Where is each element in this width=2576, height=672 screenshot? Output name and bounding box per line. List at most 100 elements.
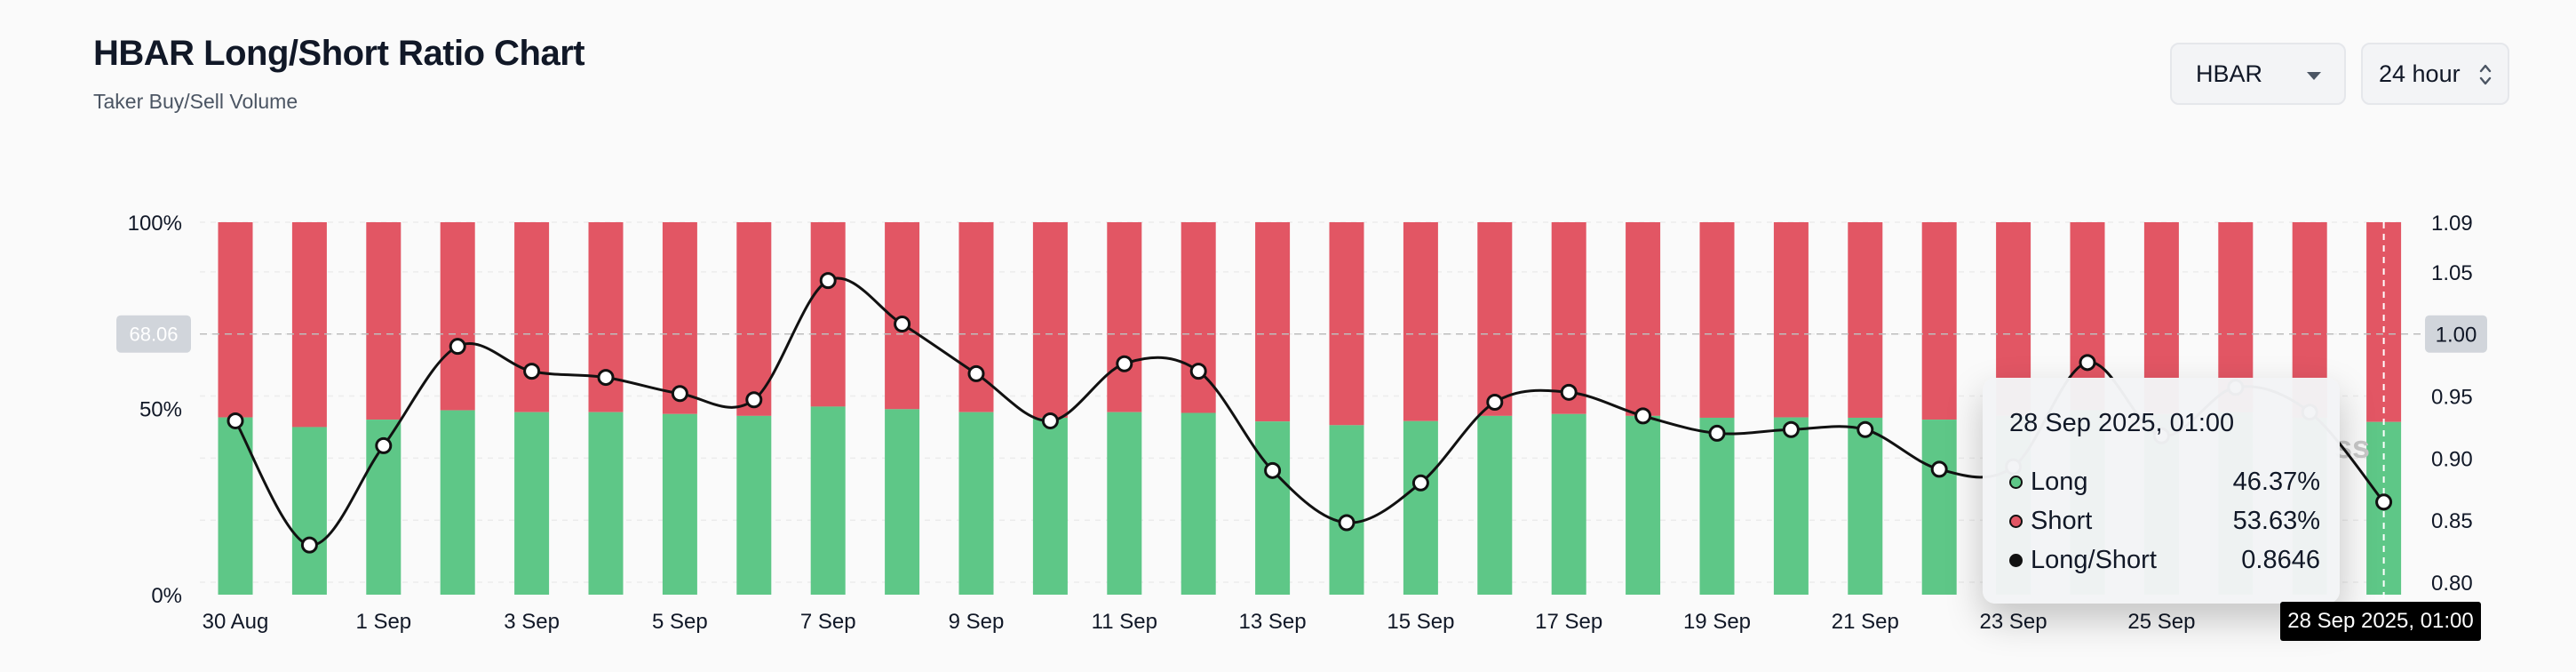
bar-short (1107, 222, 1142, 412)
x-tick-label: 5 Sep (652, 610, 708, 634)
bar-short (1329, 222, 1364, 426)
bar-short (1921, 222, 1957, 420)
bar-long (1773, 417, 1809, 595)
chart-tooltip: 28 Sep 2025, 01:00 Long 46.37% Short 53.… (1983, 378, 2340, 604)
x-tick-label: 3 Sep (504, 610, 560, 634)
bar-short (440, 222, 475, 411)
x-tick-label: 19 Sep (1683, 610, 1751, 634)
ratio-point (2375, 493, 2393, 511)
up-down-chevron-icon (2479, 62, 2492, 87)
page-subtitle: Taker Buy/Sell Volume (93, 90, 298, 113)
bar-long (1626, 415, 1661, 595)
bar-long (1403, 420, 1438, 595)
x-tick-label: 15 Sep (1387, 610, 1454, 634)
crosshair-right-label: 1.00 (2436, 324, 2477, 348)
tooltip-row-long: Long 46.37% (2009, 467, 2320, 497)
crosshair-right-badge (2425, 315, 2487, 353)
y-right-tick-label: 0.80 (2431, 572, 2473, 596)
range-select[interactable]: 24 hour (2361, 43, 2509, 105)
ratio-point (300, 536, 318, 554)
ratio-point (1782, 420, 1800, 438)
bar-short (662, 222, 697, 414)
ratio-point (1930, 460, 1948, 478)
bar-long (1181, 412, 1216, 595)
tooltip-value-ratio: 0.8646 (2241, 545, 2320, 574)
ratio-point (1041, 412, 1059, 429)
y-right-tick-label: 1.05 (2431, 261, 2473, 285)
tooltip-row-short: Short 53.63% (2009, 506, 2320, 536)
tooltip-label-long: Long (2031, 467, 2088, 496)
ratio-point (819, 272, 837, 290)
ratio-point (523, 363, 541, 380)
y-left-tick-label: 100% (128, 212, 182, 236)
bar-long (1032, 417, 1068, 595)
tooltip-row-ratio: Long/Short 0.8646 (2009, 545, 2320, 575)
ratio-point (1264, 461, 1282, 479)
y-right-tick-label: 0.90 (2431, 447, 2473, 471)
bar-short (736, 222, 772, 416)
bar-long (736, 415, 772, 595)
x-tick-label: 1 Sep (355, 610, 411, 634)
bar-long (1329, 425, 1364, 595)
y-right-tick-label: 1.09 (2431, 212, 2473, 236)
crosshair-left-badge (116, 315, 191, 353)
tooltip-label-ratio: Long/Short (2031, 545, 2157, 574)
bar-long (662, 413, 697, 595)
tooltip-value-short: 53.63% (2232, 506, 2320, 535)
range-select-value: 24 hour (2379, 60, 2461, 87)
bar-long (291, 427, 327, 595)
y-left-tick-label: 0% (151, 584, 182, 608)
x-tick-label: 11 Sep (1092, 610, 1157, 634)
bar-long (885, 409, 920, 595)
bar-long (440, 410, 475, 595)
bar-long (958, 412, 994, 595)
ratio-point (1856, 420, 1874, 438)
bar-long (1848, 417, 1883, 595)
coin-select[interactable]: HBAR (2170, 43, 2346, 105)
bar-long (1551, 413, 1586, 595)
y-left-tick-label: 50% (139, 398, 182, 422)
bar-short (366, 222, 402, 420)
chevron-down-icon (2307, 72, 2321, 80)
bar-short (1848, 222, 1883, 418)
ratio-point (597, 369, 615, 387)
ratio-point (745, 391, 763, 409)
x-tick-label: 17 Sep (1535, 610, 1602, 634)
ratio-point (894, 316, 911, 333)
bar-short (1626, 222, 1661, 416)
ratio-point (1338, 514, 1356, 532)
coin-select-value: HBAR (2196, 60, 2263, 87)
bar-long (1921, 420, 1957, 595)
ratio-point (1708, 424, 1726, 442)
x-crosshair-label: 28 Sep 2025, 01:00 (2280, 602, 2481, 641)
x-tick-label: 23 Sep (1980, 610, 2047, 634)
ratio-point (1486, 394, 1504, 412)
bar-long (810, 406, 846, 595)
tooltip-label-short: Short (2031, 506, 2093, 535)
ratio-point (671, 385, 688, 403)
bar-short (1477, 222, 1513, 416)
bar-long (1107, 412, 1142, 595)
bar-short (1551, 222, 1586, 414)
ratio-point (1560, 383, 1578, 401)
bar-short (1699, 222, 1735, 418)
bar-long (1255, 421, 1291, 595)
x-tick-label: 25 Sep (2127, 610, 2195, 634)
ratio-point (1116, 355, 1133, 372)
ratio-point (967, 364, 985, 382)
bar-long (1477, 415, 1513, 595)
x-tick-label: 30 Aug (203, 610, 269, 634)
bar-short (810, 222, 846, 407)
x-tick-label: 13 Sep (1239, 610, 1307, 634)
bar-long (1699, 417, 1735, 595)
ratio-point (2079, 354, 2096, 372)
ratio-point (375, 436, 393, 454)
long-legend-dot (2009, 475, 2023, 489)
ratio-point (449, 338, 466, 356)
bar-short (1032, 222, 1068, 418)
tooltip-value-long: 46.37% (2232, 467, 2320, 496)
y-right-tick-label: 0.85 (2431, 509, 2473, 533)
x-tick-label: 7 Sep (800, 610, 856, 634)
short-legend-dot (2009, 514, 2023, 528)
bar-short (1773, 222, 1809, 418)
